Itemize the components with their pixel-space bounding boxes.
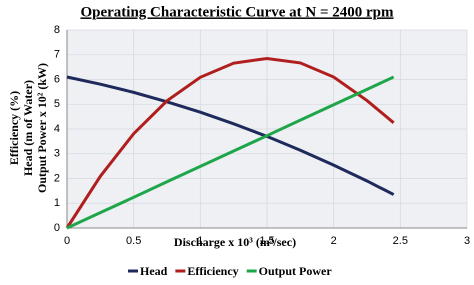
x-tick-label: 1.5 (259, 235, 274, 247)
line (65, 56, 395, 229)
x-tick-label: 0.5 (126, 235, 141, 247)
y-tick-label: 1 (54, 197, 60, 209)
line (66, 75, 395, 230)
y-label-line: Efficiency (%) (7, 91, 21, 165)
y-tick-label: 6 (54, 73, 60, 85)
y-label-line: Output Power x 10² (kW) (35, 63, 49, 193)
y-tick-label: 3 (54, 148, 60, 160)
chart-title: Operating Characteristic Curve at N = 24… (80, 4, 394, 20)
y-tick-label: 0 (54, 222, 60, 234)
y-tick-label: 7 (54, 49, 60, 61)
y-tick-label: 8 (54, 24, 60, 36)
y-tick-label: 5 (54, 98, 60, 110)
line (66, 75, 395, 196)
y-tick-label: 2 (54, 172, 60, 184)
y-tick-label: 4 (54, 123, 60, 135)
x-axis-label: Discharge x 10³ (m³/sec) (174, 235, 296, 249)
y-axis-label: Efficiency (%) Head (m of Water) Output … (7, 63, 49, 193)
x-tick-label: 3 (464, 235, 470, 247)
x-tick-label: 0 (64, 235, 70, 247)
legend-label: Efficiency (187, 264, 238, 278)
legend-label: Output Power (259, 264, 333, 278)
y-label-line: Head (m of Water) (21, 80, 35, 176)
x-tick-label: 1 (197, 235, 203, 247)
legend-label: Head (140, 264, 168, 278)
x-tick-label: 2 (331, 235, 337, 247)
x-tick-label: 2.5 (393, 235, 408, 247)
